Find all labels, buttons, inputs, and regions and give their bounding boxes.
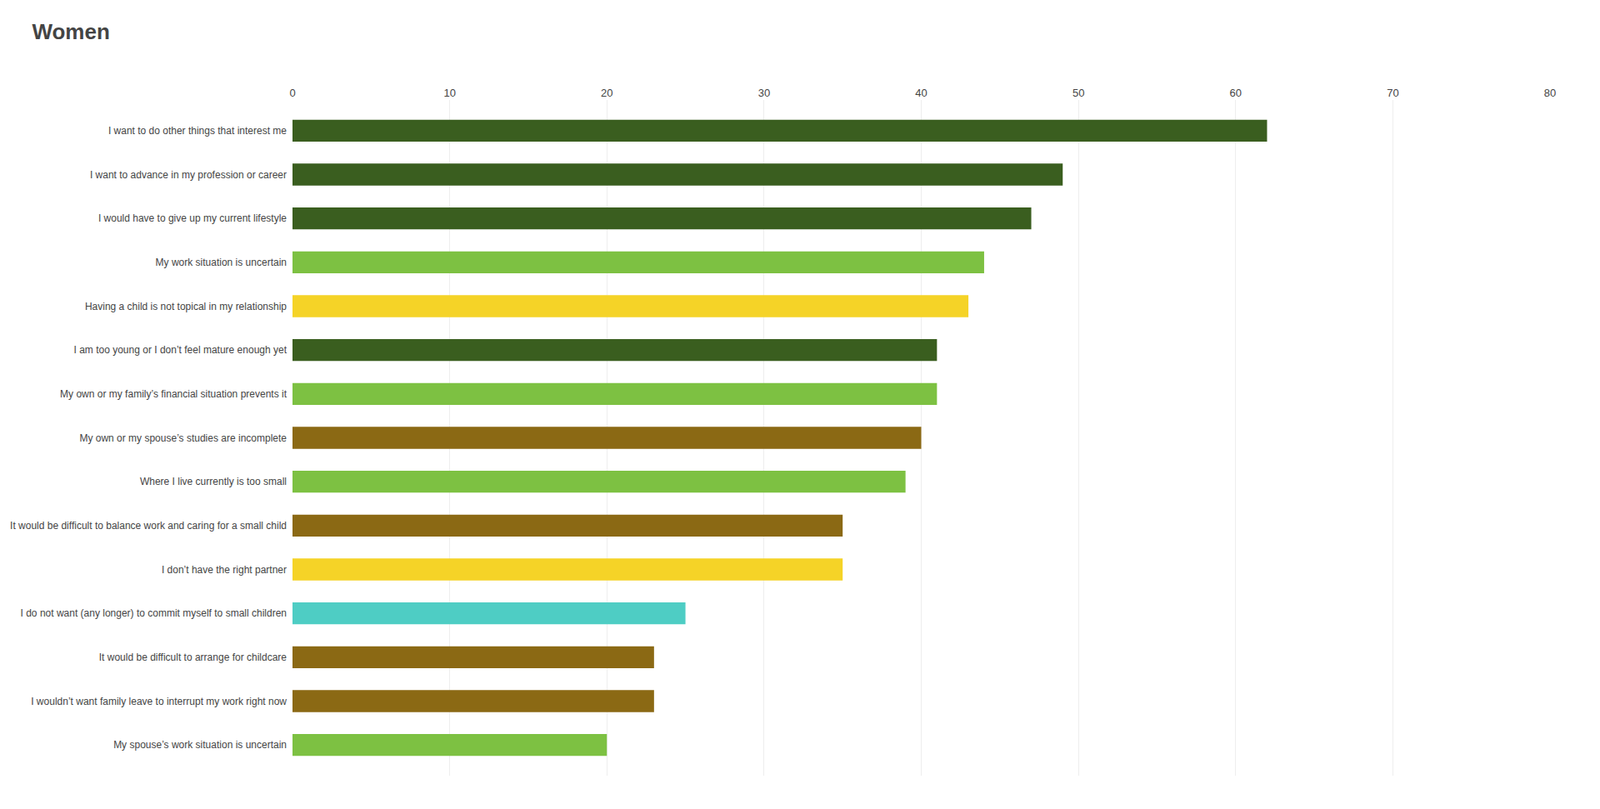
svg-text:It would be difficult to balan: It would be difficult to balance work an… bbox=[10, 520, 287, 532]
svg-text:My own or my spouse’s studies: My own or my spouse’s studies are incomp… bbox=[79, 432, 287, 445]
svg-text:40: 40 bbox=[915, 86, 927, 100]
svg-text:I want to advance in my profes: I want to advance in my profession or ca… bbox=[90, 169, 287, 181]
svg-text:I don’t have the right partner: I don’t have the right partner bbox=[161, 564, 287, 576]
svg-text:It would be difficult to arran: It would be difficult to arrange for chi… bbox=[99, 651, 288, 664]
svg-text:My own or my family’s financia: My own or my family’s financial situatio… bbox=[60, 388, 288, 400]
svg-text:70: 70 bbox=[1386, 86, 1399, 100]
svg-text:10: 10 bbox=[443, 86, 455, 100]
svg-text:30: 30 bbox=[758, 86, 770, 100]
svg-text:Where I live currently is too: Where I live currently is too small bbox=[140, 475, 287, 488]
svg-text:60: 60 bbox=[1230, 86, 1242, 100]
svg-text:My work situation is uncertain: My work situation is uncertain bbox=[155, 256, 287, 269]
svg-text:My spouse’s work situation is: My spouse’s work situation is uncertain bbox=[113, 739, 287, 751]
svg-text:I wouldn’t want family leave t: I wouldn’t want family leave to interrup… bbox=[30, 695, 287, 708]
svg-text:Having a child is not topical: Having a child is not topical in my rela… bbox=[85, 300, 287, 313]
svg-text:I am too young or I don’t feel: I am too young or I don’t feel mature en… bbox=[74, 344, 288, 356]
svg-text:Women: Women bbox=[31, 19, 110, 45]
svg-text:I would have to give up my cur: I would have to give up my current lifes… bbox=[98, 212, 287, 225]
svg-text:50: 50 bbox=[1072, 86, 1085, 100]
svg-text:20: 20 bbox=[600, 86, 613, 100]
svg-text:I want to do other things that: I want to do other things that interest … bbox=[108, 125, 287, 137]
svg-text:I do not want (any longer) to: I do not want (any longer) to commit mys… bbox=[20, 607, 287, 620]
svg-text:0: 0 bbox=[289, 86, 295, 100]
svg-text:80: 80 bbox=[1544, 86, 1556, 100]
